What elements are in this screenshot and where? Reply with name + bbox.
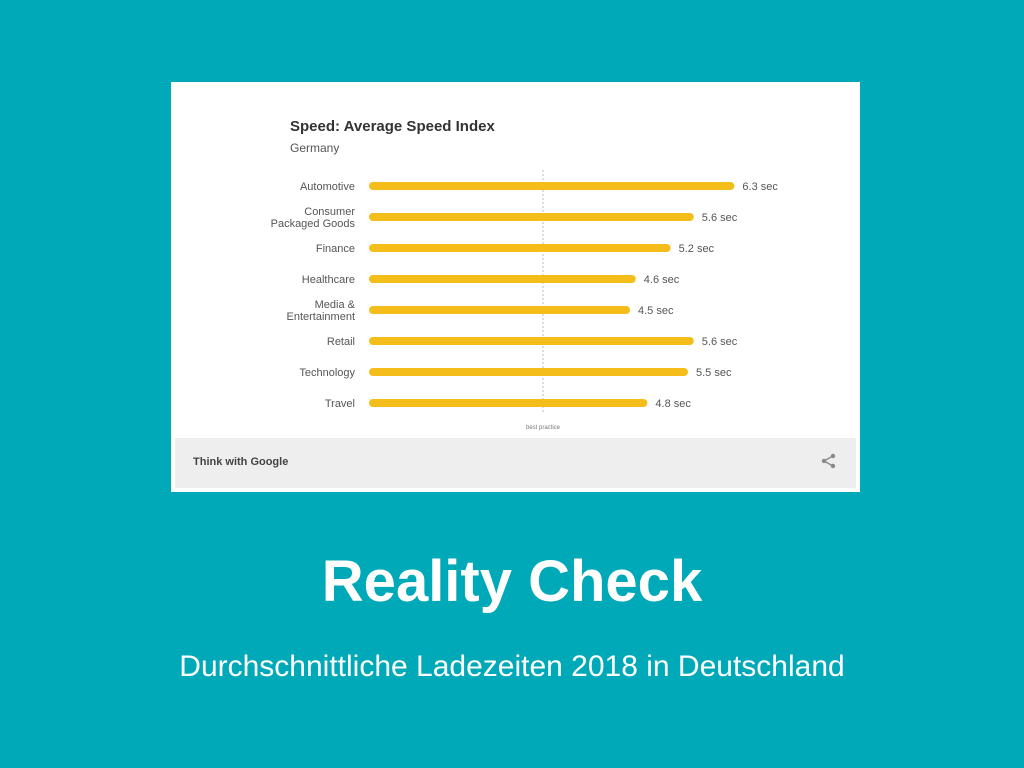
share-icon[interactable] xyxy=(820,452,838,470)
bar xyxy=(369,213,694,221)
category-label: Healthcare xyxy=(302,274,355,286)
category-label: Travel xyxy=(325,398,355,410)
reference-line-label: best practice xyxy=(526,425,561,431)
category-label: Automotive xyxy=(300,181,355,193)
value-label: 5.5 sec xyxy=(696,367,732,379)
value-label: 4.5 sec xyxy=(638,305,674,317)
value-label: 5.6 sec xyxy=(702,336,738,348)
value-label: 5.6 sec xyxy=(702,212,738,224)
card-footer: Think with Google xyxy=(175,438,856,488)
footer-brand: Think with Google xyxy=(193,456,289,468)
category-label: Media & Entertainment xyxy=(287,299,356,323)
bar xyxy=(369,244,671,252)
category-label: Consumer Packaged Goods xyxy=(271,206,356,230)
chart-title: Speed: Average Speed Index xyxy=(290,118,495,135)
bar xyxy=(369,182,735,190)
category-label: Finance xyxy=(316,243,355,255)
bar xyxy=(369,306,630,314)
chart-card: Speed: Average Speed Index Germany best … xyxy=(171,82,860,492)
value-label: 6.3 sec xyxy=(742,181,778,193)
value-label: 4.8 sec xyxy=(655,398,691,410)
bar xyxy=(369,337,694,345)
bar xyxy=(369,275,636,283)
category-label: Technology xyxy=(299,367,355,379)
category-label: Retail xyxy=(327,336,355,348)
value-label: 5.2 sec xyxy=(679,243,715,255)
chart-subtitle: Germany xyxy=(290,141,340,155)
slide-subtitle: Durchschnittliche Ladezeiten 2018 in Deu… xyxy=(179,650,845,683)
value-label: 4.6 sec xyxy=(644,274,680,286)
bar xyxy=(369,399,648,407)
bar xyxy=(369,368,688,376)
slide-title: Reality Check xyxy=(321,549,703,614)
bar-chart: best practice Automotive 6.3 sec Consumer Pa… xyxy=(271,170,778,431)
